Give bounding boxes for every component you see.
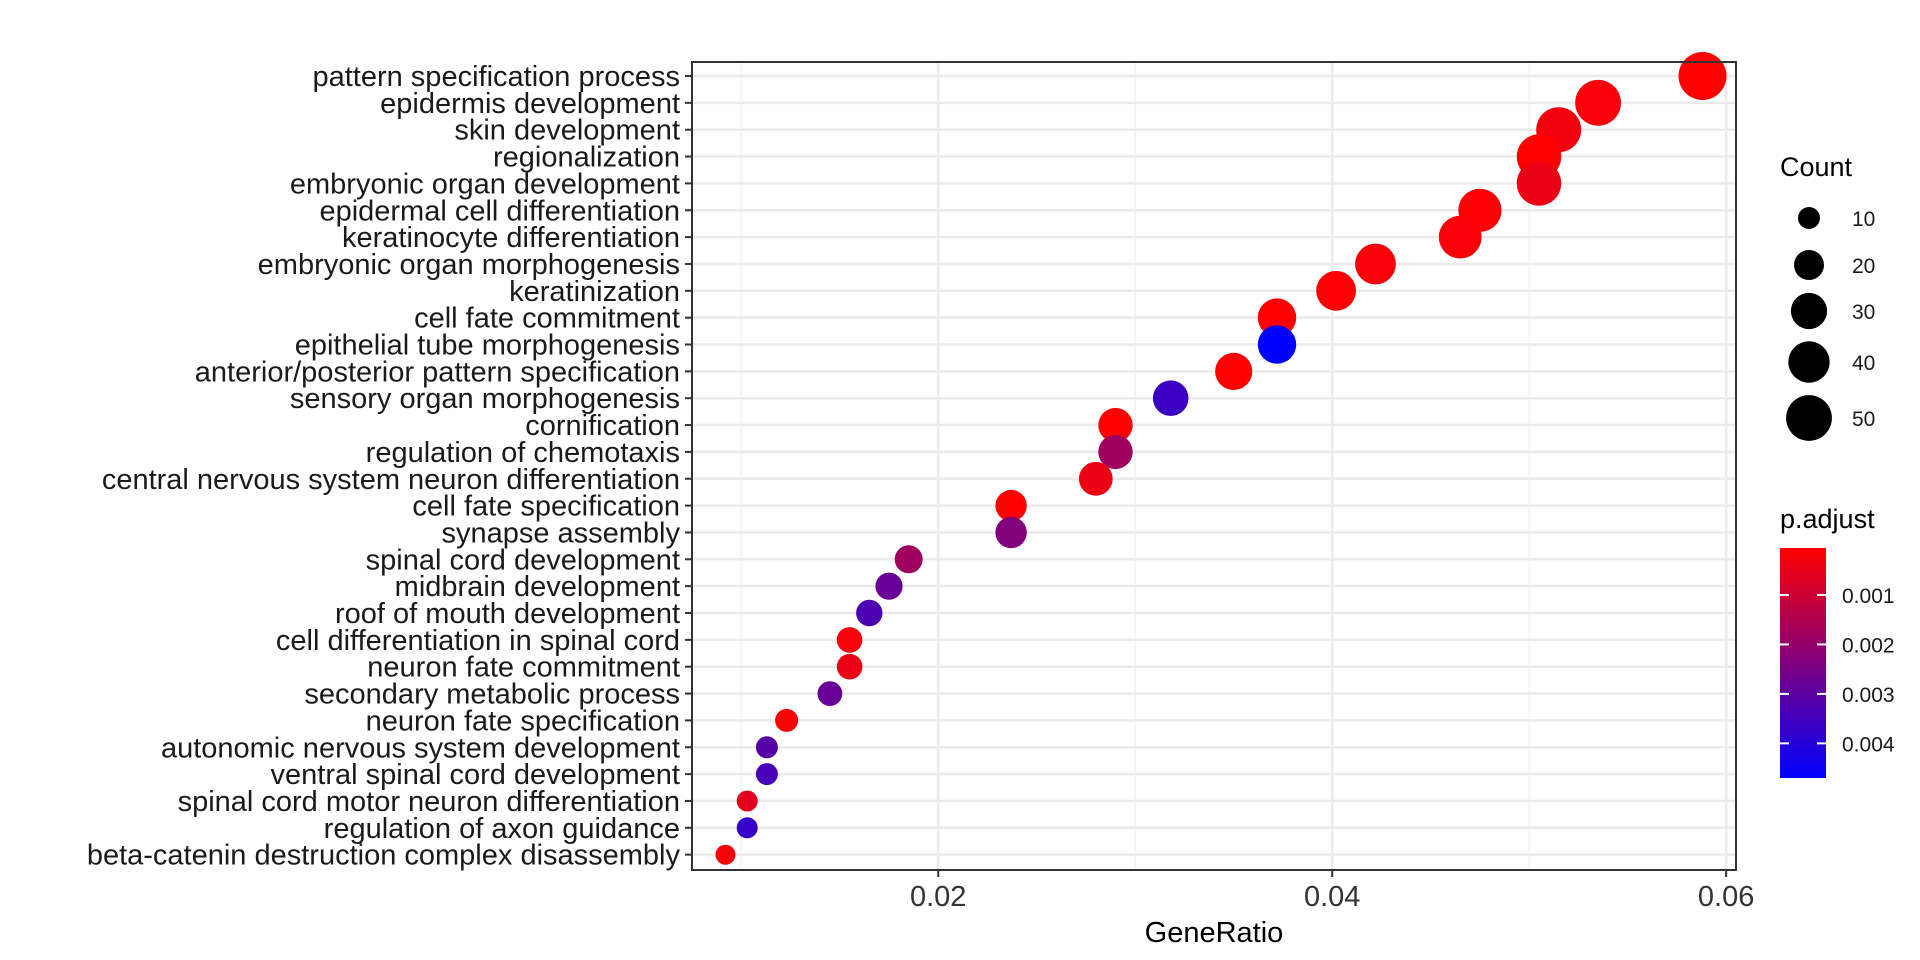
y-tick-label: roof of mouth development	[335, 598, 680, 630]
p-adjust-colorbar	[1780, 548, 1826, 778]
count-legend-label: 50	[1852, 408, 1875, 431]
data-point	[875, 572, 903, 600]
data-point	[836, 627, 863, 653]
y-tick-label: central nervous system neuron differenti…	[102, 464, 680, 496]
count-legend-key	[1790, 292, 1828, 330]
p-adjust-legend-title: p.adjust	[1780, 504, 1875, 534]
data-points	[715, 52, 1727, 865]
y-tick-label: sensory organ morphogenesis	[290, 383, 680, 415]
colorbar-label: 0.001	[1842, 585, 1895, 608]
data-point	[1257, 298, 1297, 337]
y-tick-label: spinal cord motor neuron differentiation	[178, 786, 680, 818]
colorbar-label: 0.002	[1842, 634, 1895, 657]
panel-background	[692, 62, 1736, 870]
count-legend-key	[1786, 395, 1832, 441]
y-tick-label: regionalization	[493, 142, 680, 174]
data-point	[1257, 325, 1297, 364]
data-point	[836, 653, 863, 680]
count-legend-label: 30	[1852, 301, 1875, 324]
data-point	[1152, 380, 1189, 417]
y-tick-label: epidermal cell differentiation	[319, 195, 680, 227]
data-point	[1316, 270, 1356, 311]
data-point	[736, 790, 758, 812]
data-point	[995, 489, 1027, 522]
y-tick-label: cell differentiation in spinal cord	[276, 625, 680, 657]
count-legend-key	[1794, 250, 1824, 280]
y-tick-label: synapse assembly	[441, 517, 680, 549]
count-legend-title: Count	[1780, 152, 1853, 182]
y-tick-label: skin development	[454, 115, 680, 147]
p-adjust-legend: p.adjust 0.001 0.002 0.003 0.004	[1780, 504, 1895, 778]
data-point	[1575, 79, 1621, 126]
data-point	[1078, 461, 1113, 496]
y-tick-label: keratinocyte differentiation	[342, 222, 680, 254]
y-tick-label: midbrain development	[395, 571, 680, 603]
y-tick-label: cell fate specification	[412, 491, 680, 523]
y-tick-label: regulation of axon guidance	[324, 813, 680, 845]
y-tick-label: cornification	[525, 410, 680, 442]
data-point	[1215, 352, 1253, 390]
count-legend-label: 20	[1852, 255, 1875, 278]
colorbar-label: 0.003	[1842, 684, 1895, 707]
x-tick-label: 0.04	[1304, 881, 1360, 913]
y-tick-label: secondary metabolic process	[304, 679, 680, 711]
data-point	[1098, 434, 1133, 470]
y-tick-label: beta-catenin destruction complex disasse…	[87, 840, 681, 872]
y-tick-label: neuron fate specification	[366, 705, 680, 737]
y-tick-label: embryonic organ morphogenesis	[258, 249, 680, 281]
count-legend-label: 40	[1852, 352, 1875, 375]
data-point	[1438, 215, 1482, 259]
panel-border	[691, 61, 1737, 871]
colorbar-label: 0.004	[1842, 733, 1895, 756]
data-point	[1678, 52, 1727, 100]
y-tick-label: cell fate commitment	[414, 303, 680, 335]
y-tick-label: ventral spinal cord development	[271, 759, 680, 791]
data-point	[775, 708, 799, 732]
count-legend: Count 10 20 30 40 50	[1780, 152, 1875, 441]
data-point	[1098, 407, 1133, 443]
data-point	[755, 736, 778, 759]
data-point	[1355, 243, 1396, 285]
data-point	[856, 599, 883, 627]
data-point	[736, 817, 758, 839]
count-legend-key	[1788, 341, 1830, 383]
count-legend-key	[1798, 207, 1820, 229]
y-tick-label: regulation of chemotaxis	[366, 437, 680, 469]
grid-lines	[692, 62, 1736, 870]
y-tick-label: keratinization	[509, 276, 680, 308]
data-point	[715, 844, 736, 865]
data-point	[995, 516, 1027, 549]
y-tick-label: autonomic nervous system development	[161, 732, 680, 764]
data-point	[1516, 161, 1562, 206]
data-point	[894, 545, 923, 574]
y-tick-label: epidermis development	[380, 88, 680, 120]
x-tick-label: 0.02	[910, 881, 966, 913]
y-tick-label: anterior/posterior pattern specification	[195, 356, 680, 388]
data-point	[817, 681, 843, 706]
x-tick-label: 0.06	[1698, 881, 1754, 913]
x-axis-title: GeneRatio	[1145, 917, 1284, 949]
count-legend-label: 10	[1852, 208, 1875, 231]
data-point	[755, 763, 778, 786]
x-axis: 0.02 0.04 0.06	[910, 870, 1754, 913]
y-tick-label: pattern specification process	[312, 61, 680, 93]
y-tick-label: embryonic organ development	[290, 168, 680, 200]
y-tick-label: neuron fate commitment	[367, 652, 680, 684]
y-tick-label: spinal cord development	[366, 544, 680, 576]
y-tick-label: epithelial tube morphogenesis	[295, 330, 680, 362]
